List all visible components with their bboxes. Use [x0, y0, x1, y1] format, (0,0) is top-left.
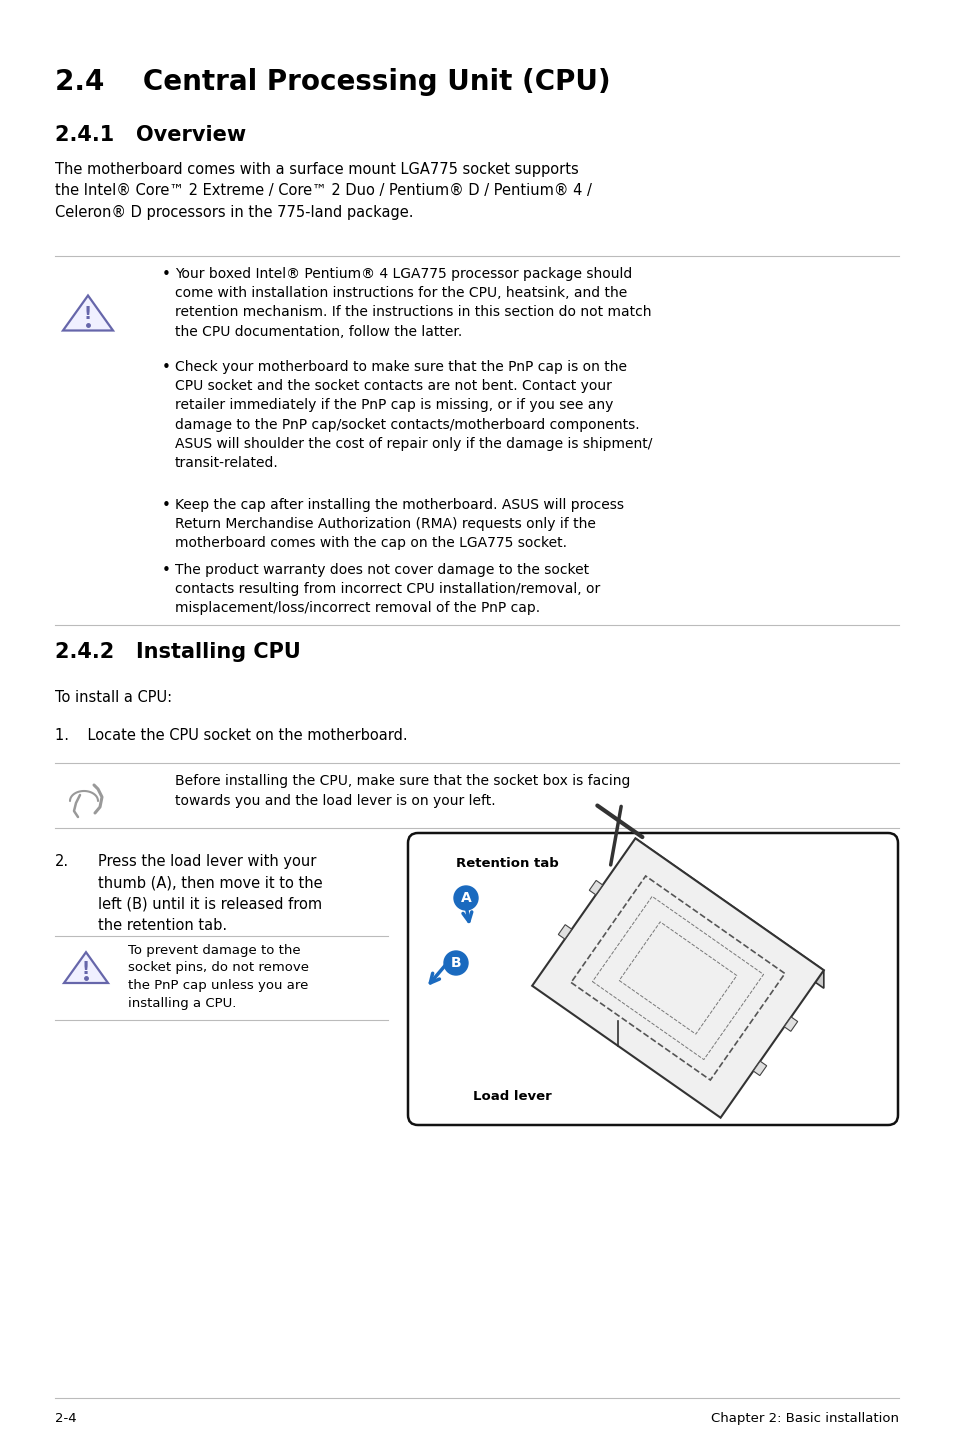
- Text: B: B: [450, 956, 461, 971]
- Text: •: •: [162, 267, 171, 282]
- Text: The motherboard comes with a surface mount LGA775 socket supports
the Intel® Cor: The motherboard comes with a surface mou…: [55, 162, 591, 220]
- Text: Keep the cap after installing the motherboard. ASUS will process
Return Merchand: Keep the cap after installing the mother…: [174, 498, 623, 551]
- Polygon shape: [635, 838, 823, 988]
- Text: The product warranty does not cover damage to the socket
contacts resulting from: The product warranty does not cover dama…: [174, 564, 599, 615]
- Text: To prevent damage to the
socket pins, do not remove
the PnP cap unless you are
i: To prevent damage to the socket pins, do…: [128, 943, 309, 1009]
- Text: •: •: [162, 564, 171, 578]
- Text: A: A: [460, 892, 471, 905]
- Text: 1.    Locate the CPU socket on the motherboard.: 1. Locate the CPU socket on the motherbo…: [55, 728, 407, 743]
- Text: Retention tab: Retention tab: [456, 857, 558, 870]
- Text: !: !: [82, 959, 90, 978]
- Polygon shape: [753, 1061, 766, 1076]
- FancyBboxPatch shape: [408, 833, 897, 1125]
- Text: 2-4: 2-4: [55, 1412, 76, 1425]
- Text: •: •: [162, 498, 171, 513]
- Text: Press the load lever with your
thumb (A), then move it to the
left (B) until it : Press the load lever with your thumb (A)…: [98, 854, 322, 933]
- Text: Load lever: Load lever: [473, 1090, 551, 1103]
- Text: 2.: 2.: [55, 854, 69, 869]
- Polygon shape: [558, 925, 571, 939]
- Circle shape: [454, 886, 477, 910]
- Polygon shape: [783, 1017, 797, 1031]
- Text: Your boxed Intel® Pentium® 4 LGA775 processor package should
come with installat: Your boxed Intel® Pentium® 4 LGA775 proc…: [174, 267, 651, 338]
- Text: 2.4.2   Installing CPU: 2.4.2 Installing CPU: [55, 641, 300, 661]
- Text: Before installing the CPU, make sure that the socket box is facing
towards you a: Before installing the CPU, make sure tha…: [174, 774, 630, 808]
- Text: 2.4    Central Processing Unit (CPU): 2.4 Central Processing Unit (CPU): [55, 68, 610, 96]
- Circle shape: [443, 951, 468, 975]
- Polygon shape: [532, 838, 823, 1117]
- Text: !: !: [84, 305, 92, 324]
- Text: Chapter 2: Basic installation: Chapter 2: Basic installation: [710, 1412, 898, 1425]
- Text: To install a CPU:: To install a CPU:: [55, 690, 172, 705]
- Polygon shape: [63, 295, 112, 331]
- Text: Check your motherboard to make sure that the PnP cap is on the
CPU socket and th: Check your motherboard to make sure that…: [174, 360, 652, 470]
- Polygon shape: [589, 880, 602, 894]
- Text: 2.4.1   Overview: 2.4.1 Overview: [55, 125, 246, 145]
- Text: •: •: [162, 360, 171, 375]
- Polygon shape: [64, 952, 108, 984]
